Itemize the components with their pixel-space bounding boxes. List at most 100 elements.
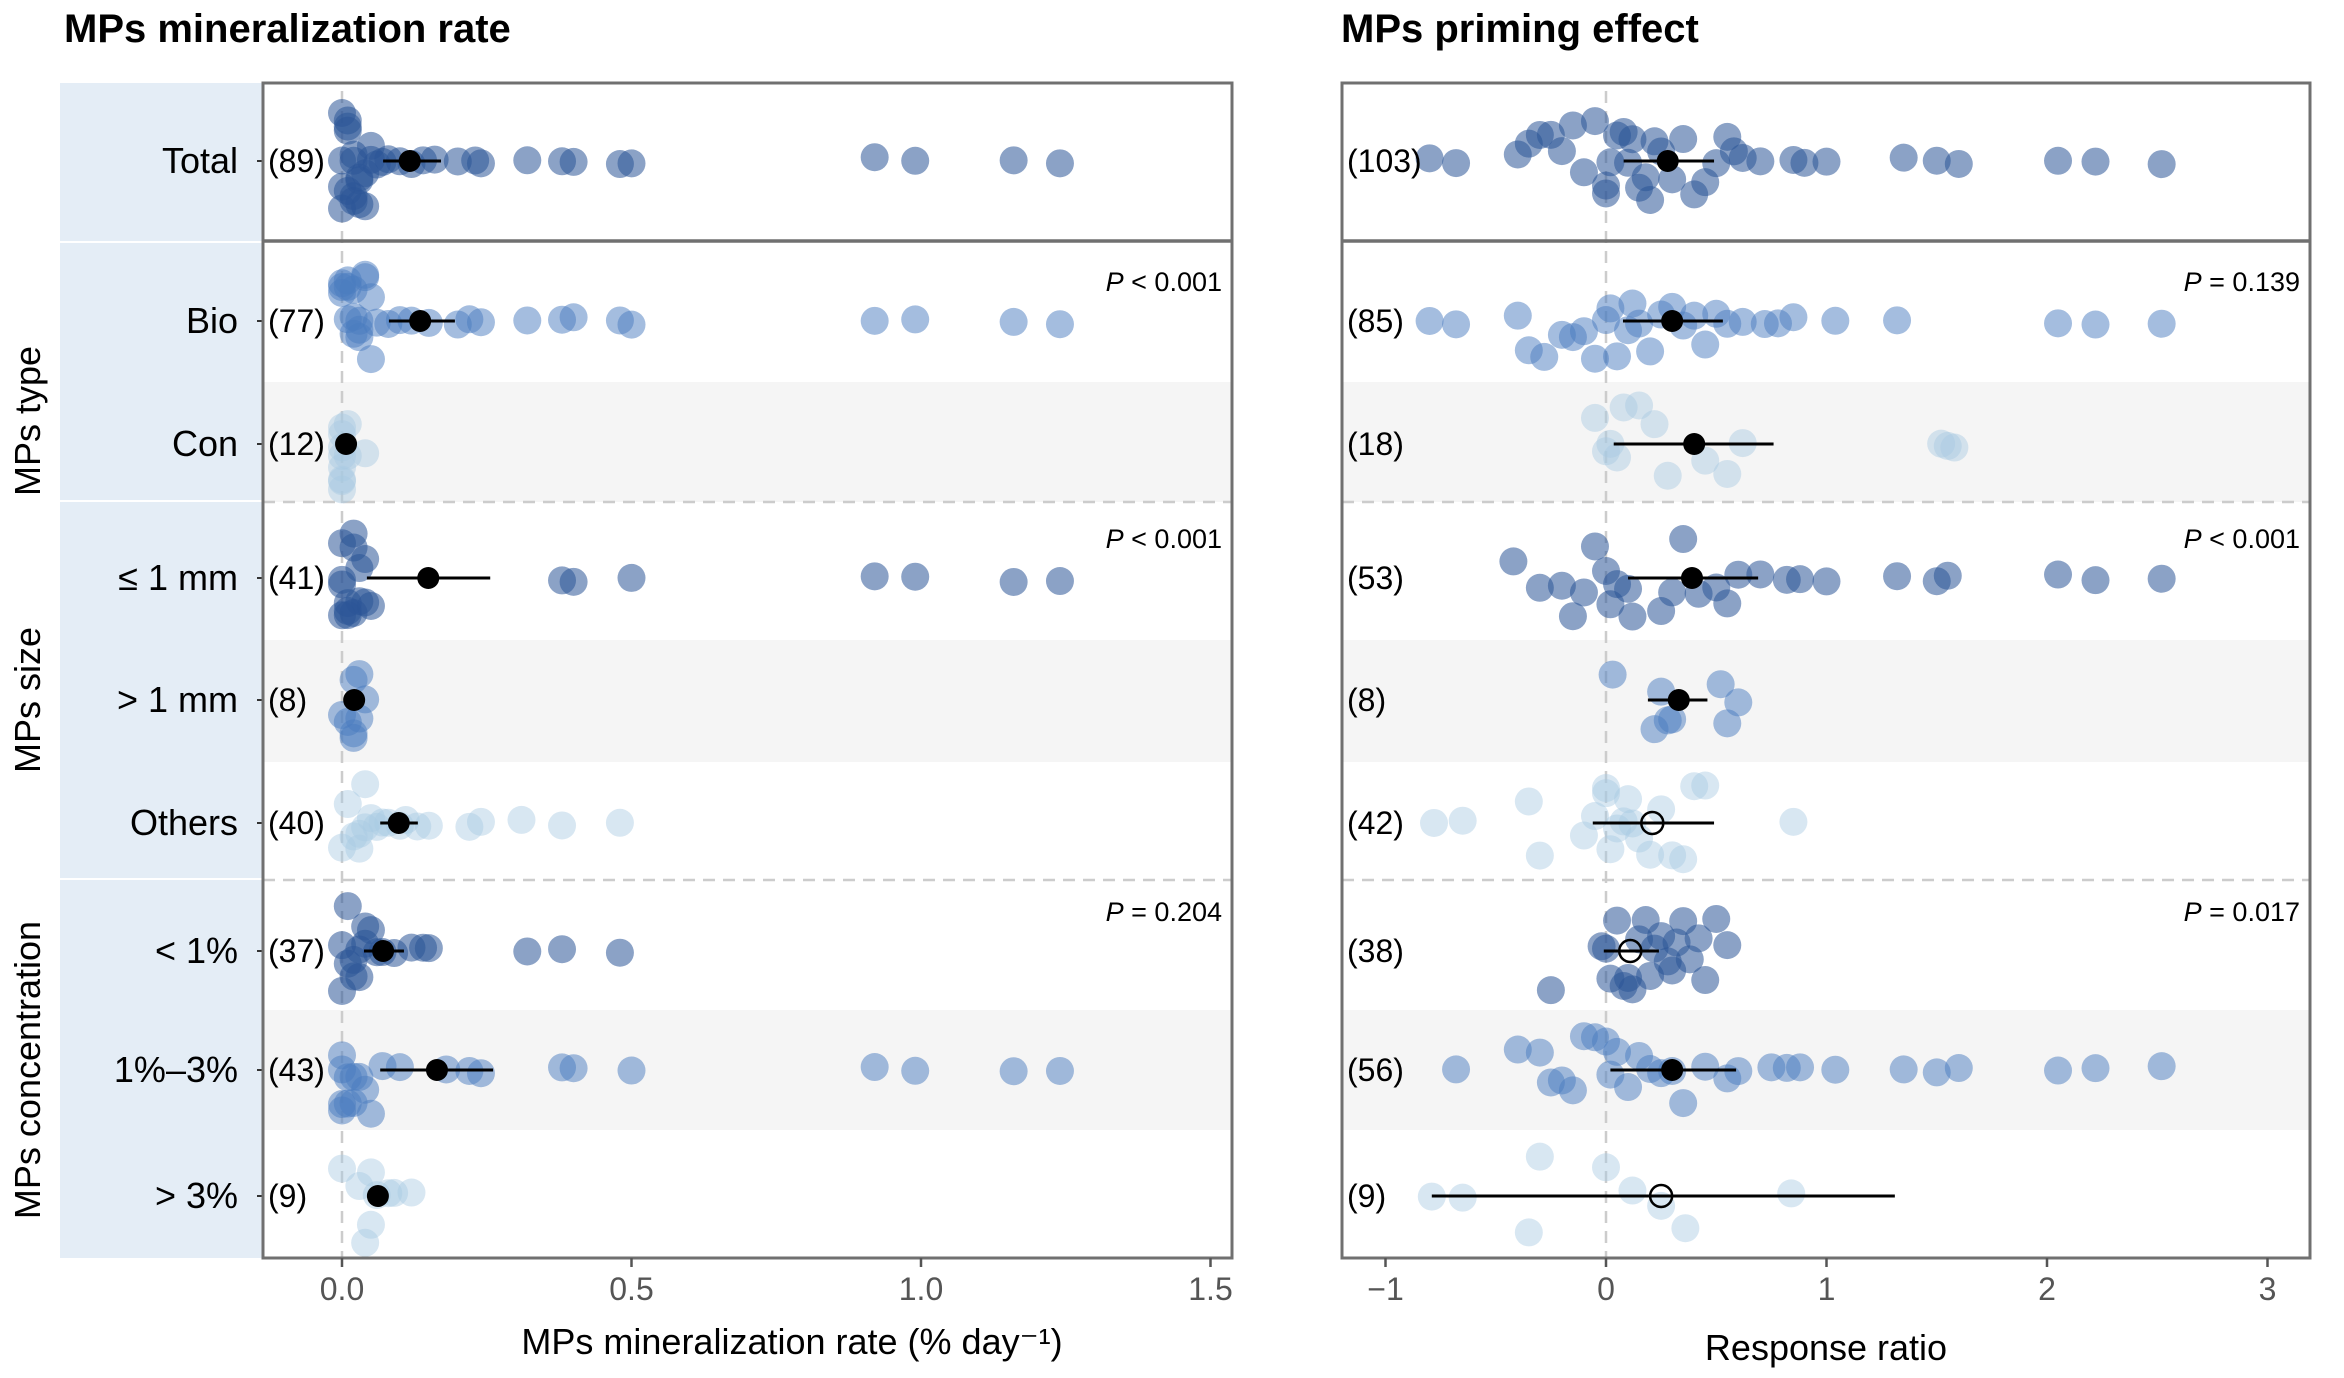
data-point <box>403 812 432 841</box>
data-point <box>356 1158 385 1187</box>
mean-point <box>1680 567 1703 589</box>
x-tick-label: 1 <box>1818 1271 1836 1307</box>
data-point <box>1592 179 1620 208</box>
data-point <box>356 804 385 833</box>
data-point <box>2147 309 2176 338</box>
mean-point <box>1661 1059 1684 1081</box>
data-point <box>617 149 646 178</box>
data-point <box>1625 309 1654 338</box>
data-point <box>351 770 380 799</box>
data-point <box>345 1172 374 1201</box>
data-point <box>1525 1142 1554 1171</box>
row-band <box>263 382 1232 502</box>
data-point <box>356 916 385 945</box>
data-point <box>1821 1055 1850 1084</box>
sample-size-label: (9) <box>1347 1178 1386 1214</box>
data-point <box>1618 1176 1647 1205</box>
data-point <box>1603 814 1632 843</box>
data-point <box>1777 1179 1806 1208</box>
data-point <box>1724 688 1753 717</box>
data-point <box>1728 307 1757 336</box>
data-point <box>466 1059 495 1088</box>
p-value-label: P < 0.001 <box>1106 524 1222 554</box>
panel-frame <box>261 81 1234 1260</box>
data-point <box>351 439 380 468</box>
data-point <box>1691 1052 1720 1081</box>
data-point <box>1503 1035 1532 1064</box>
data-point <box>414 811 443 840</box>
data-point <box>328 467 356 496</box>
data-point <box>559 147 588 176</box>
data-point <box>860 562 889 591</box>
sample-size-label: (8) <box>268 682 307 718</box>
data-point <box>1525 573 1554 602</box>
data-point <box>860 306 889 335</box>
data-point <box>1940 433 1969 462</box>
data-point <box>1596 294 1625 323</box>
data-point <box>351 813 380 842</box>
data-point <box>328 1041 356 1070</box>
row-label: Bio <box>186 300 238 341</box>
data-point <box>1812 567 1841 596</box>
x-tick-label: 1.0 <box>899 1271 943 1307</box>
data-point <box>1580 344 1609 373</box>
data-point <box>1922 1058 1951 1087</box>
data-point <box>860 1053 889 1082</box>
mean-point <box>335 433 358 455</box>
data-point <box>617 310 646 339</box>
data-point <box>1944 149 1973 178</box>
data-point <box>513 306 542 335</box>
data-point <box>1603 443 1632 472</box>
data-point <box>1614 1073 1643 1102</box>
data-point <box>362 812 391 841</box>
data-point <box>1746 560 1775 589</box>
row-band <box>1342 640 2310 762</box>
row-label: Others <box>130 802 238 843</box>
data-point <box>351 192 380 221</box>
data-point <box>1680 772 1709 801</box>
data-point <box>1889 143 1918 172</box>
data-point <box>1598 660 1627 689</box>
data-point <box>1603 906 1632 935</box>
data-point <box>328 475 356 504</box>
data-point <box>2147 564 2176 593</box>
p-value-label: P = 0.204 <box>1106 897 1222 927</box>
row-label: < 1% <box>155 930 238 971</box>
data-point <box>1724 560 1753 589</box>
data-point <box>1691 771 1720 800</box>
row-label: > 1 mm <box>117 679 238 720</box>
data-point <box>1618 602 1647 631</box>
data-point <box>328 465 356 494</box>
left-panel-title: MPs mineralization rate <box>64 7 511 51</box>
data-point <box>1609 393 1638 422</box>
data-point <box>901 305 930 334</box>
data-point <box>466 149 495 178</box>
data-point <box>1653 706 1682 735</box>
data-point <box>1746 147 1775 176</box>
data-point <box>1653 461 1682 490</box>
data-point <box>1779 303 1808 332</box>
data-point <box>1790 148 1819 177</box>
data-point <box>1442 1055 1471 1084</box>
data-point <box>1713 459 1742 488</box>
data-point <box>339 723 368 752</box>
data-point <box>1786 1053 1815 1082</box>
sample-size-label: (12) <box>268 426 325 462</box>
row-label: > 3% <box>155 1175 238 1216</box>
data-point <box>559 303 588 332</box>
data-point <box>1596 835 1625 864</box>
sample-size-label: (40) <box>268 805 325 841</box>
data-point <box>351 1075 380 1104</box>
sample-size-label: (38) <box>1347 933 1404 969</box>
mean-point <box>366 1185 389 1207</box>
data-point <box>351 1228 380 1257</box>
sample-size-label: (103) <box>1347 143 1422 179</box>
data-point <box>1547 571 1576 600</box>
data-point <box>1636 337 1665 366</box>
data-point <box>901 146 930 175</box>
data-point <box>2044 146 2073 175</box>
data-point <box>559 1054 588 1083</box>
x-tick-label: 0 <box>1597 1271 1615 1307</box>
data-point <box>1702 904 1731 933</box>
